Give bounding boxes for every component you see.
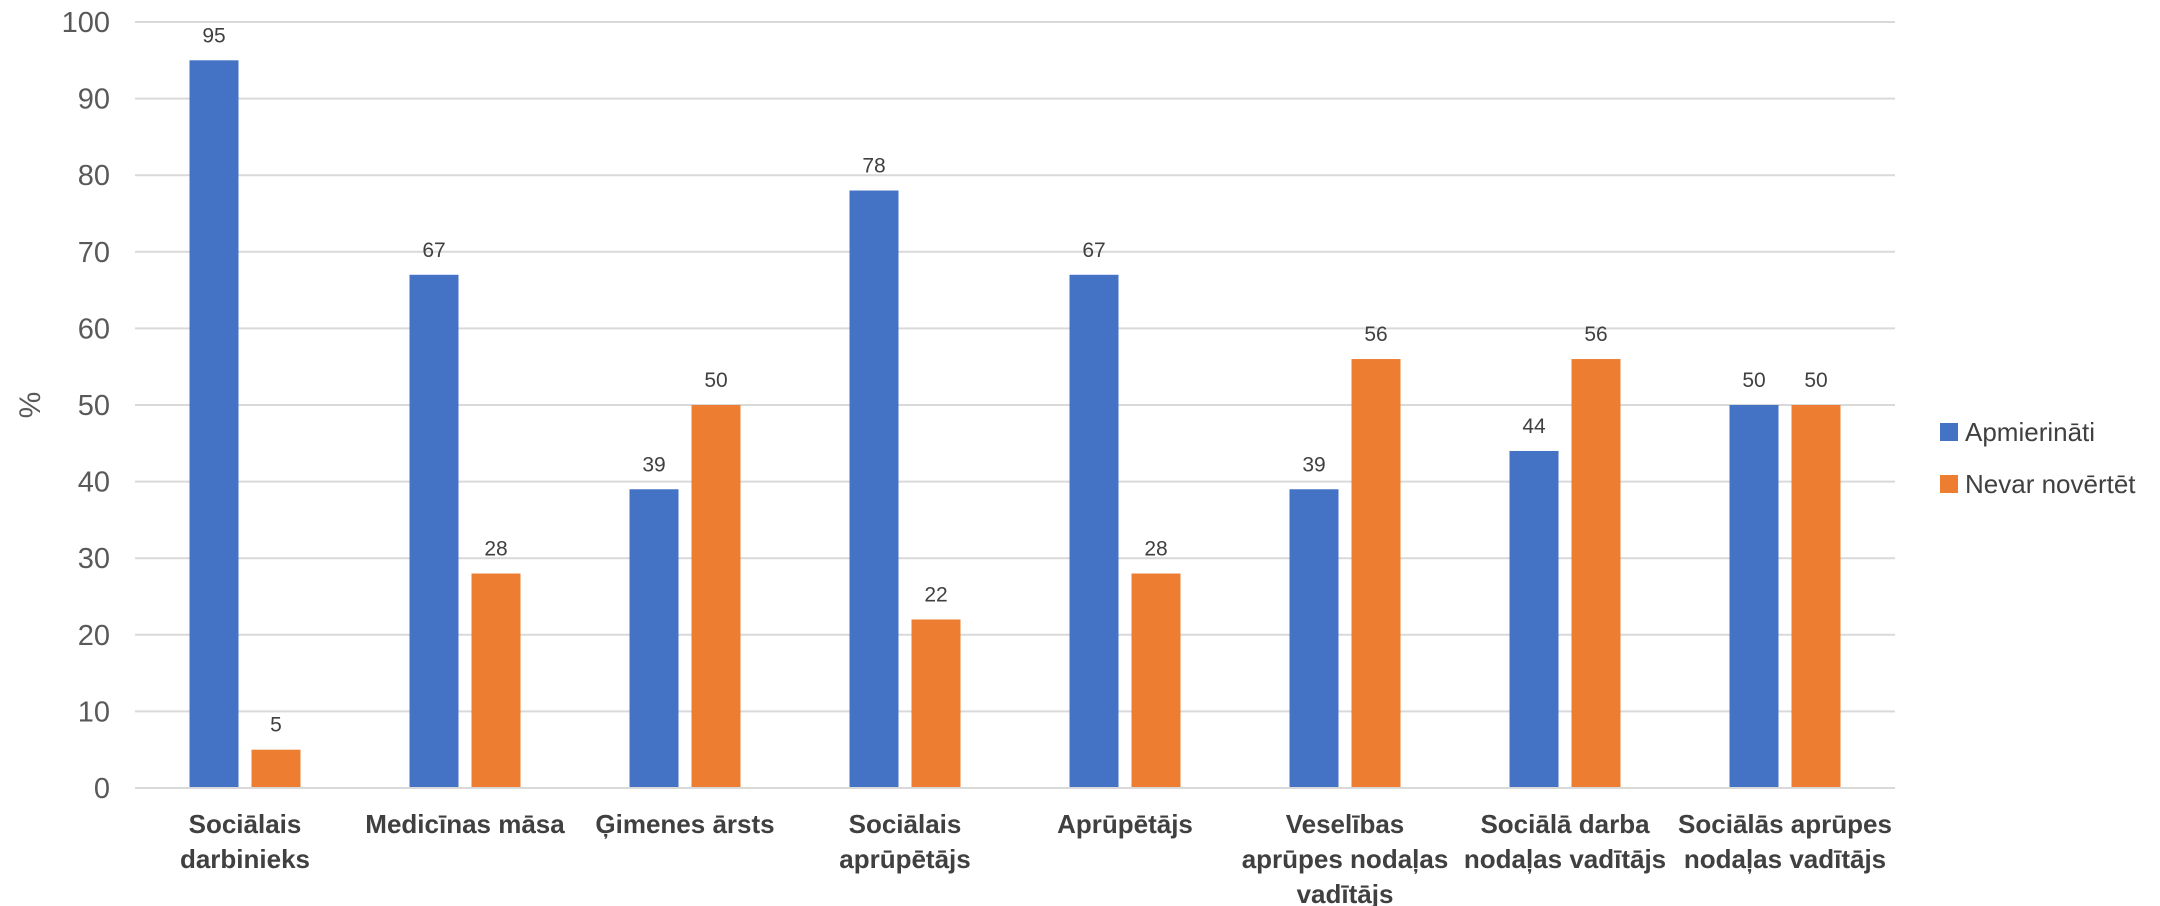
legend-swatch bbox=[1940, 423, 1958, 441]
data-label: 22 bbox=[924, 583, 947, 606]
y-tick-label: 30 bbox=[78, 543, 110, 575]
data-label: 67 bbox=[1082, 239, 1105, 262]
bar-apmierinati bbox=[849, 190, 899, 788]
y-tick-label: 100 bbox=[62, 7, 110, 39]
bar-apmierinati bbox=[629, 489, 679, 788]
bar-apmierinati bbox=[1289, 489, 1339, 788]
data-label: 28 bbox=[1144, 538, 1167, 561]
y-tick-label: 20 bbox=[78, 620, 110, 652]
legend: Apmierināti Nevar novērtēt bbox=[1940, 417, 2136, 499]
bar-apmierinati bbox=[409, 274, 459, 788]
category-labels: Sociālais darbinieks Medicīnas māsa Ģimenes… bbox=[180, 809, 1892, 906]
y-tick-label: 10 bbox=[78, 696, 110, 728]
data-label: 67 bbox=[422, 239, 445, 262]
category-label: Medicīnas māsa bbox=[365, 809, 565, 839]
y-tick-label: 60 bbox=[78, 313, 110, 345]
data-label: 50 bbox=[704, 369, 727, 392]
data-label: 50 bbox=[1742, 369, 1765, 392]
y-tick-label: 50 bbox=[78, 390, 110, 422]
y-tick-label: 80 bbox=[78, 160, 110, 192]
data-label: 28 bbox=[484, 538, 507, 561]
category-label: Veselības aprūpes nodaļas vadītājs bbox=[1242, 809, 1449, 906]
legend-label: Nevar novērtēt bbox=[1965, 469, 2136, 499]
data-label: 39 bbox=[1302, 453, 1325, 476]
bar-nevar-novertet bbox=[1791, 405, 1841, 788]
bar-nevar-novertet bbox=[1571, 359, 1621, 788]
bar-apmierinati bbox=[1509, 450, 1559, 788]
category-label: Aprūpētājs bbox=[1057, 809, 1193, 839]
data-label: 44 bbox=[1522, 415, 1546, 438]
y-tick-label: 40 bbox=[78, 467, 110, 499]
bar-nevar-novertet bbox=[251, 749, 301, 788]
data-label: 95 bbox=[202, 24, 225, 47]
category-label: Sociālā darba nodaļas vadītājs bbox=[1464, 809, 1666, 874]
data-label: 56 bbox=[1584, 323, 1607, 346]
data-label: 39 bbox=[642, 453, 665, 476]
bar-nevar-novertet bbox=[691, 405, 741, 788]
bar-apmierinati bbox=[1069, 274, 1119, 788]
y-tick-label: 90 bbox=[78, 84, 110, 116]
gridlines bbox=[135, 21, 1895, 713]
bar-nevar-novertet bbox=[471, 573, 521, 788]
category-label: Sociālais darbinieks bbox=[180, 809, 310, 874]
bar-apmierinati bbox=[1729, 405, 1779, 788]
y-axis-label: % bbox=[14, 392, 47, 419]
bar-apmierinati bbox=[189, 60, 239, 789]
bar-nevar-novertet bbox=[1131, 573, 1181, 788]
y-tick-label: 70 bbox=[78, 237, 110, 269]
data-label: 56 bbox=[1364, 323, 1387, 346]
data-label: 78 bbox=[862, 155, 885, 178]
legend-label: Apmierināti bbox=[1965, 417, 2095, 447]
bar-nevar-novertet bbox=[1351, 359, 1401, 788]
y-tick-label: 0 bbox=[94, 773, 110, 805]
bar-nevar-novertet bbox=[911, 619, 961, 788]
legend-swatch bbox=[1940, 475, 1958, 493]
y-axis-ticks: 0 10 20 30 40 50 60 70 80 90 100 bbox=[62, 7, 110, 805]
category-label: Sociālās aprūpes nodaļas vadītājs bbox=[1678, 809, 1892, 874]
data-label: 5 bbox=[270, 714, 282, 737]
bars bbox=[189, 60, 1841, 789]
data-label: 50 bbox=[1804, 369, 1827, 392]
category-label: Ģimenes ārsts bbox=[595, 809, 774, 839]
category-label: Sociālais aprūpētājs bbox=[839, 809, 971, 874]
data-labels: 95 5 67 28 39 50 78 22 67 28 39 56 44 56 50 50 bbox=[202, 24, 1827, 736]
